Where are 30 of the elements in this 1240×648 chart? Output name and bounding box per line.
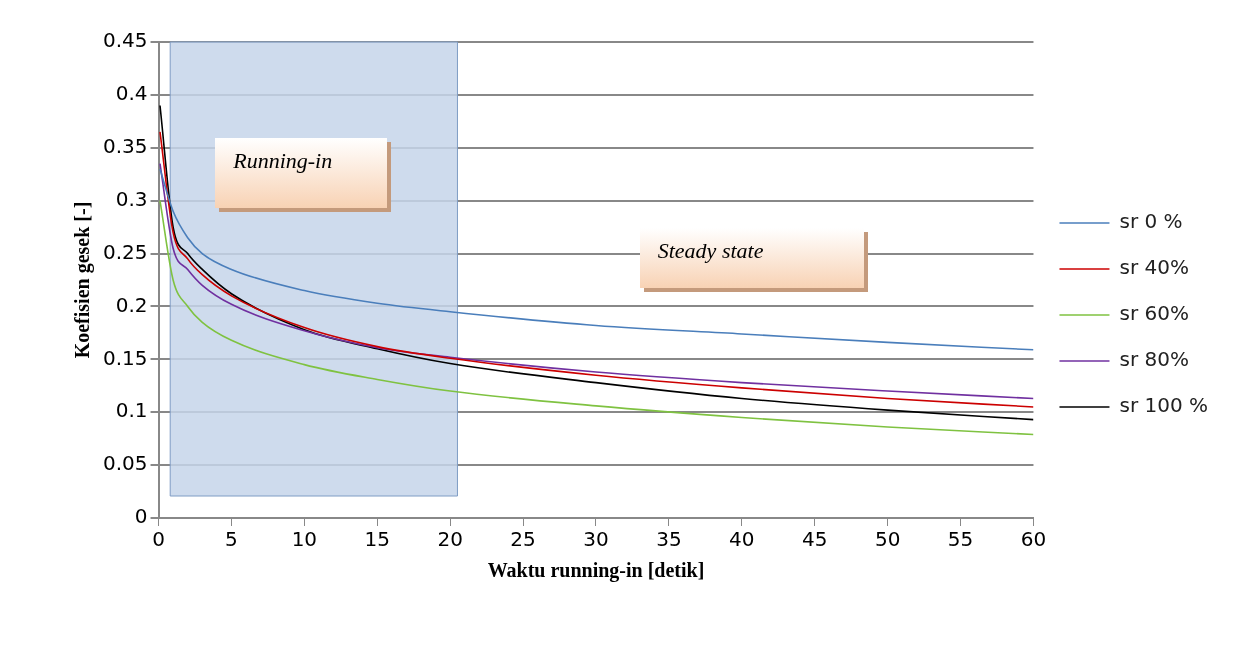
y-tick-label: 0.25: [103, 239, 148, 264]
y-tick-label: 0.35: [103, 133, 148, 158]
x-tick-label: 15: [364, 527, 390, 552]
x-tick-label: 45: [802, 527, 828, 552]
y-axis-title: Koefisien gesek [-]: [71, 201, 95, 359]
y-tick-label: 0.2: [115, 292, 148, 317]
y-tick-label: 0.45: [103, 28, 148, 53]
x-tick-label: 5: [225, 527, 238, 552]
x-tick-label: 20: [437, 527, 463, 552]
legend-label: sr 60%: [1119, 301, 1189, 326]
x-tick-label: 55: [947, 527, 974, 552]
y-tick-label: 0.05: [103, 451, 148, 476]
y-tick-label: 0.1: [115, 398, 148, 423]
legend-label: sr 0 %: [1119, 209, 1183, 234]
y-tick-label: 0.15: [103, 345, 148, 370]
x-tick-label: 35: [656, 527, 682, 552]
x-tick-label: 40: [729, 527, 755, 552]
x-tick-label: 25: [510, 527, 536, 552]
legend-label: sr 100 %: [1119, 393, 1209, 418]
x-tick-label: 60: [1020, 527, 1047, 552]
y-tick-label: 0: [134, 504, 148, 529]
x-tick-label: 50: [874, 527, 901, 552]
x-tick-label: 0: [152, 527, 165, 552]
x-tick-label: 10: [291, 527, 318, 552]
y-tick-label: 0.3: [115, 186, 148, 211]
y-tick-label: 0.4: [115, 81, 148, 106]
x-axis-title: Waktu running-in [detik]: [487, 559, 705, 583]
legend-label: sr 80%: [1119, 347, 1189, 372]
x-tick-label: 30: [583, 527, 609, 552]
legend-label: sr 40%: [1119, 255, 1189, 280]
